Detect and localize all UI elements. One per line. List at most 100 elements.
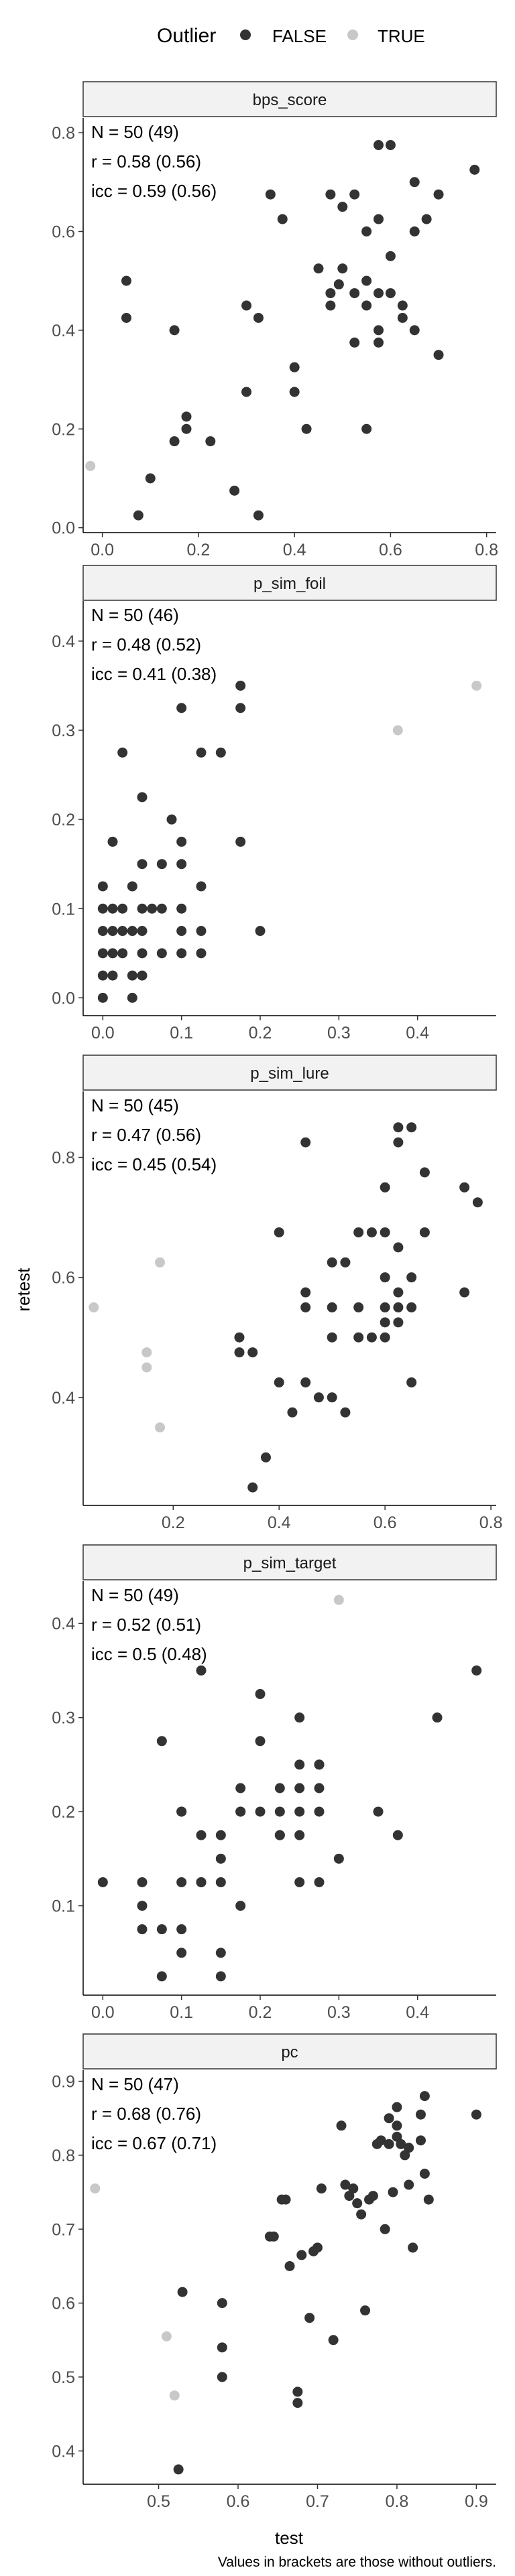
point-outlier-false [137,948,148,959]
footnote: Values in brackets are those without out… [218,2555,496,2570]
point-outlier-false [117,948,128,959]
point-outlier-false [137,1877,148,1887]
point-outlier-false [215,1877,226,1887]
point-outlier-false [471,2109,481,2120]
point-outlier-true [141,1362,152,1373]
y-tick-label: 0.2 [52,420,75,439]
point-outlier-false [300,1377,311,1387]
x-tick-label: 0.4 [283,541,306,559]
y-tick-label: 0.0 [52,519,75,538]
stats-annotation: N = 50 (49) [91,1585,179,1605]
point-outlier-false [137,1924,148,1935]
x-tick-label: 0.4 [406,2003,429,2022]
facet-strip-label: p_sim_foil [253,575,326,593]
point-outlier-false [176,1877,187,1887]
x-tick-label: 0.0 [91,1024,115,1042]
x-tick-label: 0.5 [147,2492,170,2511]
point-outlier-false [459,1287,470,1298]
x-tick-label: 0.3 [327,1024,351,1042]
point-outlier-false [327,1257,337,1268]
stats-annotation: N = 50 (49) [91,122,179,142]
point-outlier-false [419,2169,430,2179]
facet-strip [82,1055,497,1091]
point-outlier-false [353,1332,364,1343]
point-outlier-false [300,1287,311,1298]
point-outlier-false [327,1332,337,1343]
point-outlier-false [433,350,444,360]
point-outlier-false [408,2242,418,2253]
point-outlier-false [176,859,187,870]
panel-p_sim_foil: p_sim_foil 0.0 0.1 0.2 0.3 0.4 0.0 0.1 0.2 0.3 0.4… [52,279,497,1042]
point-outlier-false [421,214,432,224]
point-outlier-false [145,473,156,484]
point-outlier-false [294,1783,305,1793]
y-tick-label: 0.1 [52,900,75,919]
point-outlier-false [97,992,108,1003]
point-outlier-false [247,1482,258,1493]
point-outlier-false [367,2191,378,2201]
point-outlier-false [176,1948,187,1958]
point-outlier-false [361,275,372,286]
point-outlier-false [380,1302,390,1312]
point-outlier-true [155,1257,166,1268]
point-outlier-false [294,1712,305,1723]
point-outlier-false [292,2398,303,2409]
point-outlier-false [406,1377,417,1387]
point-outlier-false [284,2260,295,2271]
point-outlier-false [97,903,108,914]
point-outlier-false [247,1347,258,1358]
point-outlier-false [404,2143,414,2153]
point-outlier-false [380,1332,390,1343]
point-outlier-false [396,2139,406,2149]
facet-panels: bps_score 0.0 0.2 0.4 0.6 0.8 0.0 0.2 0.4 0.6 0.8 N… [52,81,502,2511]
point-outlier-false [374,325,384,336]
y-tick-label: 0.6 [52,2295,75,2313]
point-outlier-false [235,836,246,847]
point-outlier-false [304,2313,315,2323]
point-outlier-true [155,1422,166,1433]
point-outlier-true [471,680,482,691]
x-tick-label: 0.8 [479,1513,503,1532]
point-outlier-false [253,510,264,521]
y-tick-label: 0.6 [52,222,75,241]
point-outlier-false [313,263,324,274]
point-outlier-true [141,1347,152,1358]
point-outlier-false [260,1452,271,1463]
x-tick-label: 0.2 [162,1513,185,1532]
point-outlier-false [294,1877,305,1887]
y-tick-label: 0.4 [52,1389,75,1408]
point-outlier-false [156,1924,167,1935]
point-outlier-false [196,1665,207,1676]
x-tick-label: 0.2 [187,541,211,559]
stats-annotation: r = 0.58 (0.56) [91,151,201,172]
point-outlier-false [333,279,344,289]
panel-bps_score: bps_score 0.0 0.2 0.4 0.6 0.8 0.0 0.2 0.4 0.6 0.8 N… [52,81,498,559]
point-outlier-false [277,214,288,224]
point-outlier-false [217,2342,227,2353]
point-outlier-false [215,1830,226,1840]
y-tick-label: 0.4 [52,632,75,651]
point-outlier-false [380,1317,390,1328]
point-outlier-false [352,2198,363,2209]
point-outlier-false [176,1924,187,1935]
point-outlier-false [289,362,300,372]
point-outlier-false [127,992,137,1003]
point-outlier-false [121,275,131,286]
panel-pc: pc 0.4 0.5 0.6 0.7 0.8 0.9 0.5 0.6 0.7 0.8 0.9 N = 5… [52,2033,497,2511]
point-outlier-false [325,189,336,200]
y-tick-label: 0.8 [52,1149,75,1168]
point-outlier-false [176,903,187,914]
point-outlier-false [400,2150,410,2161]
point-outlier-false [296,2250,307,2260]
panel-p_sim_lure: p_sim_lure 0.4 0.6 0.8 0.2 0.4 0.6 0.8 N = 50 (4… [52,1055,502,1532]
y-tick-label: 0.8 [52,124,75,143]
point-outlier-false [234,1332,245,1343]
stats-annotation: icc = 0.41 (0.38) [91,664,217,684]
point-outlier-false [294,1830,305,1840]
y-tick-label: 0.2 [52,1803,75,1822]
y-tick-label: 0.4 [52,2442,75,2461]
point-outlier-false [406,1302,417,1312]
x-tick-label: 0.7 [306,2492,329,2511]
